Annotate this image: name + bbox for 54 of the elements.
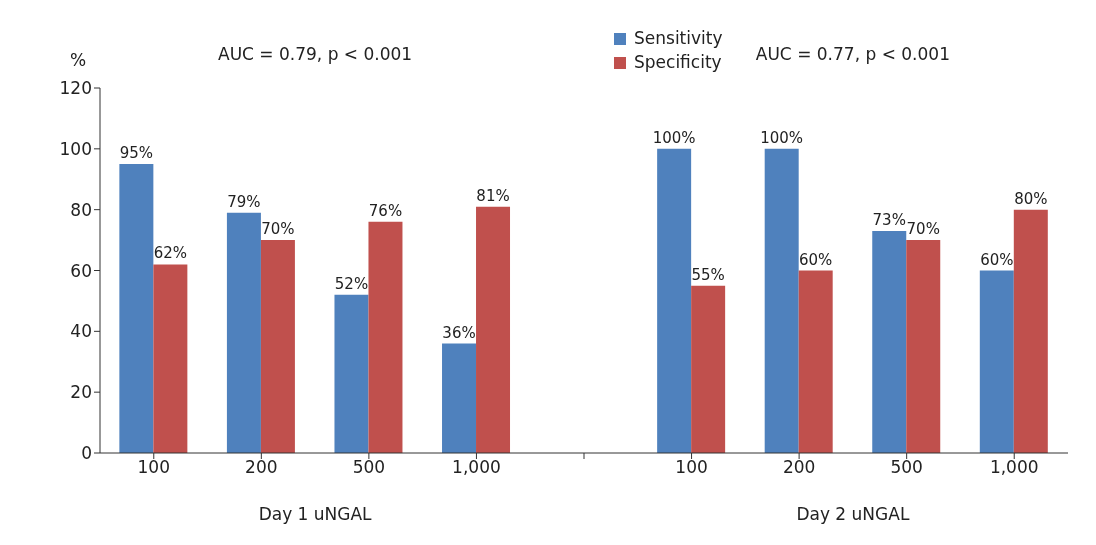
x-tick-label: 500 (890, 457, 923, 478)
data-label: 36% (442, 323, 476, 342)
bar (979, 270, 1014, 453)
data-label: 60% (980, 250, 1014, 269)
bar (226, 212, 261, 453)
x-tick-label: 200 (782, 457, 816, 478)
text: Day 2 uNGAL (796, 504, 910, 524)
y-axis-title: % (69, 50, 87, 70)
bar (906, 240, 941, 453)
x-tick-label: 500 (352, 457, 386, 478)
bar (872, 230, 907, 453)
bar (657, 148, 692, 453)
data-label: 81% (476, 186, 510, 205)
data-label: 100% (652, 128, 696, 147)
bar (691, 285, 726, 453)
x-tick-label: 1,000 (989, 457, 1039, 478)
y-tick-label: 40 (70, 321, 92, 342)
bar (1013, 209, 1048, 453)
legend-label: Sensitivity (634, 28, 723, 48)
text: Day 1 uNGAL (258, 504, 373, 524)
data-label: 70% (906, 220, 940, 239)
bar (260, 240, 295, 453)
legend-label: Specificity (634, 52, 722, 72)
y-tick-label: 60 (70, 260, 92, 281)
y-tick-label: 120 (59, 78, 92, 99)
data-label: 62% (153, 244, 188, 263)
data-label: 79% (227, 192, 261, 211)
bar (334, 294, 369, 453)
data-label: 100% (760, 128, 804, 147)
data-label: 55% (691, 265, 725, 284)
data-label: 76% (368, 201, 403, 220)
y-tick-label: 100 (59, 138, 92, 159)
bar (798, 270, 833, 453)
text: AUC = 0.77, p < 0.001 (755, 44, 950, 64)
x-tick-label: 1,000 (452, 457, 501, 478)
bar (442, 343, 477, 453)
text: AUC = 0.79, p < 0.001 (218, 44, 413, 64)
data-label: 95% (119, 144, 154, 163)
y-tick-label: 0 (81, 443, 92, 464)
bar (153, 264, 188, 453)
data-label: 73% (872, 210, 906, 229)
y-tick-label: 80 (70, 199, 92, 220)
data-label: 80% (1014, 189, 1048, 208)
bar (368, 221, 403, 453)
x-tick-label: 100 (137, 457, 170, 478)
x-tick-label: 100 (675, 457, 708, 478)
data-label: 52% (334, 274, 369, 293)
y-tick-label: 20 (70, 382, 92, 403)
bar (119, 164, 154, 453)
bar (764, 148, 799, 453)
data-label: 70% (261, 220, 295, 239)
x-tick-label: 200 (245, 457, 278, 478)
data-label: 60% (799, 250, 833, 269)
bar (476, 206, 511, 453)
